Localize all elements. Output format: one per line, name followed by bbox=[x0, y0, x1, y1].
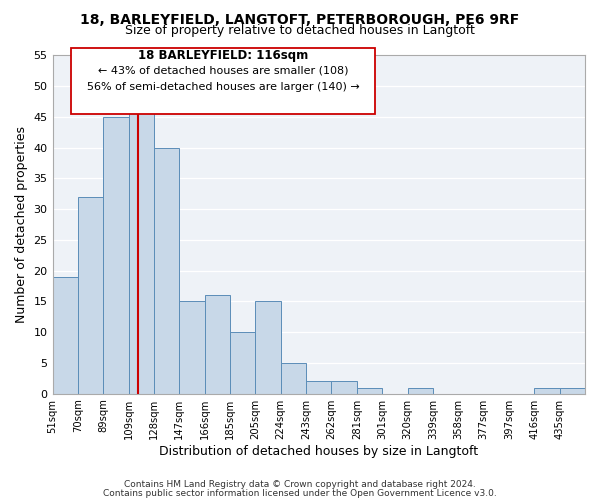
Bar bbox=[78, 197, 103, 394]
Text: Size of property relative to detached houses in Langtoft: Size of property relative to detached ho… bbox=[125, 24, 475, 37]
Bar bbox=[154, 148, 179, 394]
Bar bbox=[407, 388, 433, 394]
Bar bbox=[306, 382, 331, 394]
Bar bbox=[230, 332, 256, 394]
Bar bbox=[103, 116, 128, 394]
Bar bbox=[205, 295, 230, 394]
Bar bbox=[331, 382, 357, 394]
Bar bbox=[281, 363, 306, 394]
Bar bbox=[179, 302, 205, 394]
FancyBboxPatch shape bbox=[71, 48, 374, 114]
Bar bbox=[357, 388, 382, 394]
Text: ← 43% of detached houses are smaller (108): ← 43% of detached houses are smaller (10… bbox=[98, 66, 348, 76]
Text: Contains public sector information licensed under the Open Government Licence v3: Contains public sector information licen… bbox=[103, 488, 497, 498]
Text: 18, BARLEYFIELD, LANGTOFT, PETERBOROUGH, PE6 9RF: 18, BARLEYFIELD, LANGTOFT, PETERBOROUGH,… bbox=[80, 12, 520, 26]
Text: Contains HM Land Registry data © Crown copyright and database right 2024.: Contains HM Land Registry data © Crown c… bbox=[124, 480, 476, 489]
Bar bbox=[53, 277, 78, 394]
Bar bbox=[534, 388, 560, 394]
X-axis label: Distribution of detached houses by size in Langtoft: Distribution of detached houses by size … bbox=[159, 444, 478, 458]
Text: 56% of semi-detached houses are larger (140) →: 56% of semi-detached houses are larger (… bbox=[86, 82, 359, 92]
Bar bbox=[128, 110, 154, 394]
Text: 18 BARLEYFIELD: 116sqm: 18 BARLEYFIELD: 116sqm bbox=[138, 48, 308, 62]
Y-axis label: Number of detached properties: Number of detached properties bbox=[15, 126, 28, 323]
Bar bbox=[256, 302, 281, 394]
Bar bbox=[560, 388, 585, 394]
